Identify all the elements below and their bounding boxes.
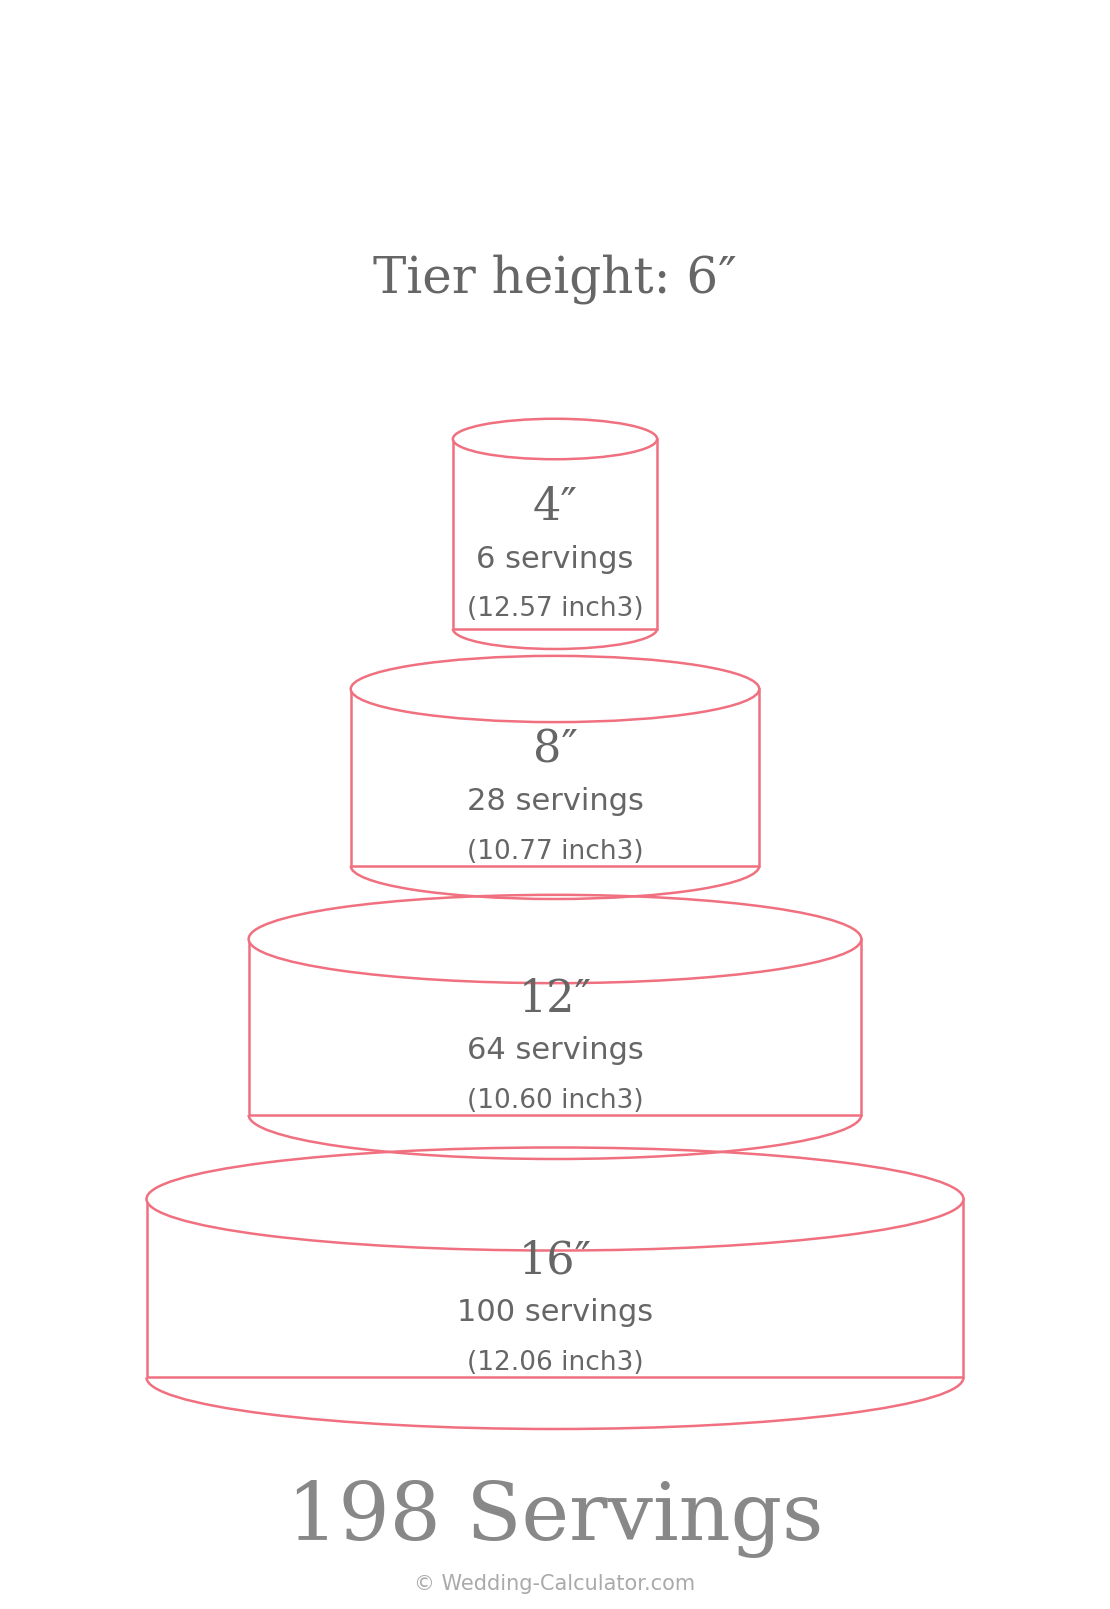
Text: 100 servings: 100 servings [457,1298,653,1327]
Ellipse shape [351,656,759,722]
Text: (12.57 inch3): (12.57 inch3) [466,595,644,623]
Polygon shape [249,940,861,1115]
Text: 6 servings: 6 servings [476,544,634,573]
Text: Tier height: 6″: Tier height: 6″ [373,254,737,304]
Text: © Wedding-Calculator.com: © Wedding-Calculator.com [414,1574,696,1595]
Polygon shape [351,689,759,866]
Text: 12″: 12″ [518,977,592,1020]
Polygon shape [453,439,657,629]
Ellipse shape [147,1147,963,1250]
Ellipse shape [249,895,861,983]
Text: 64 servings: 64 servings [466,1036,644,1065]
Text: (12.06 inch3): (12.06 inch3) [466,1350,644,1376]
Ellipse shape [453,418,657,459]
Polygon shape [147,1199,963,1377]
Text: (10.60 inch3): (10.60 inch3) [466,1088,644,1113]
Text: 28 servings: 28 servings [466,787,644,816]
Text: 198 Servings: 198 Servings [286,1480,824,1558]
Text: (10.77 inch3): (10.77 inch3) [466,838,644,864]
Text: 4″: 4″ [533,486,577,529]
Text: 16″: 16″ [518,1239,592,1282]
Text: 8″: 8″ [533,727,577,771]
